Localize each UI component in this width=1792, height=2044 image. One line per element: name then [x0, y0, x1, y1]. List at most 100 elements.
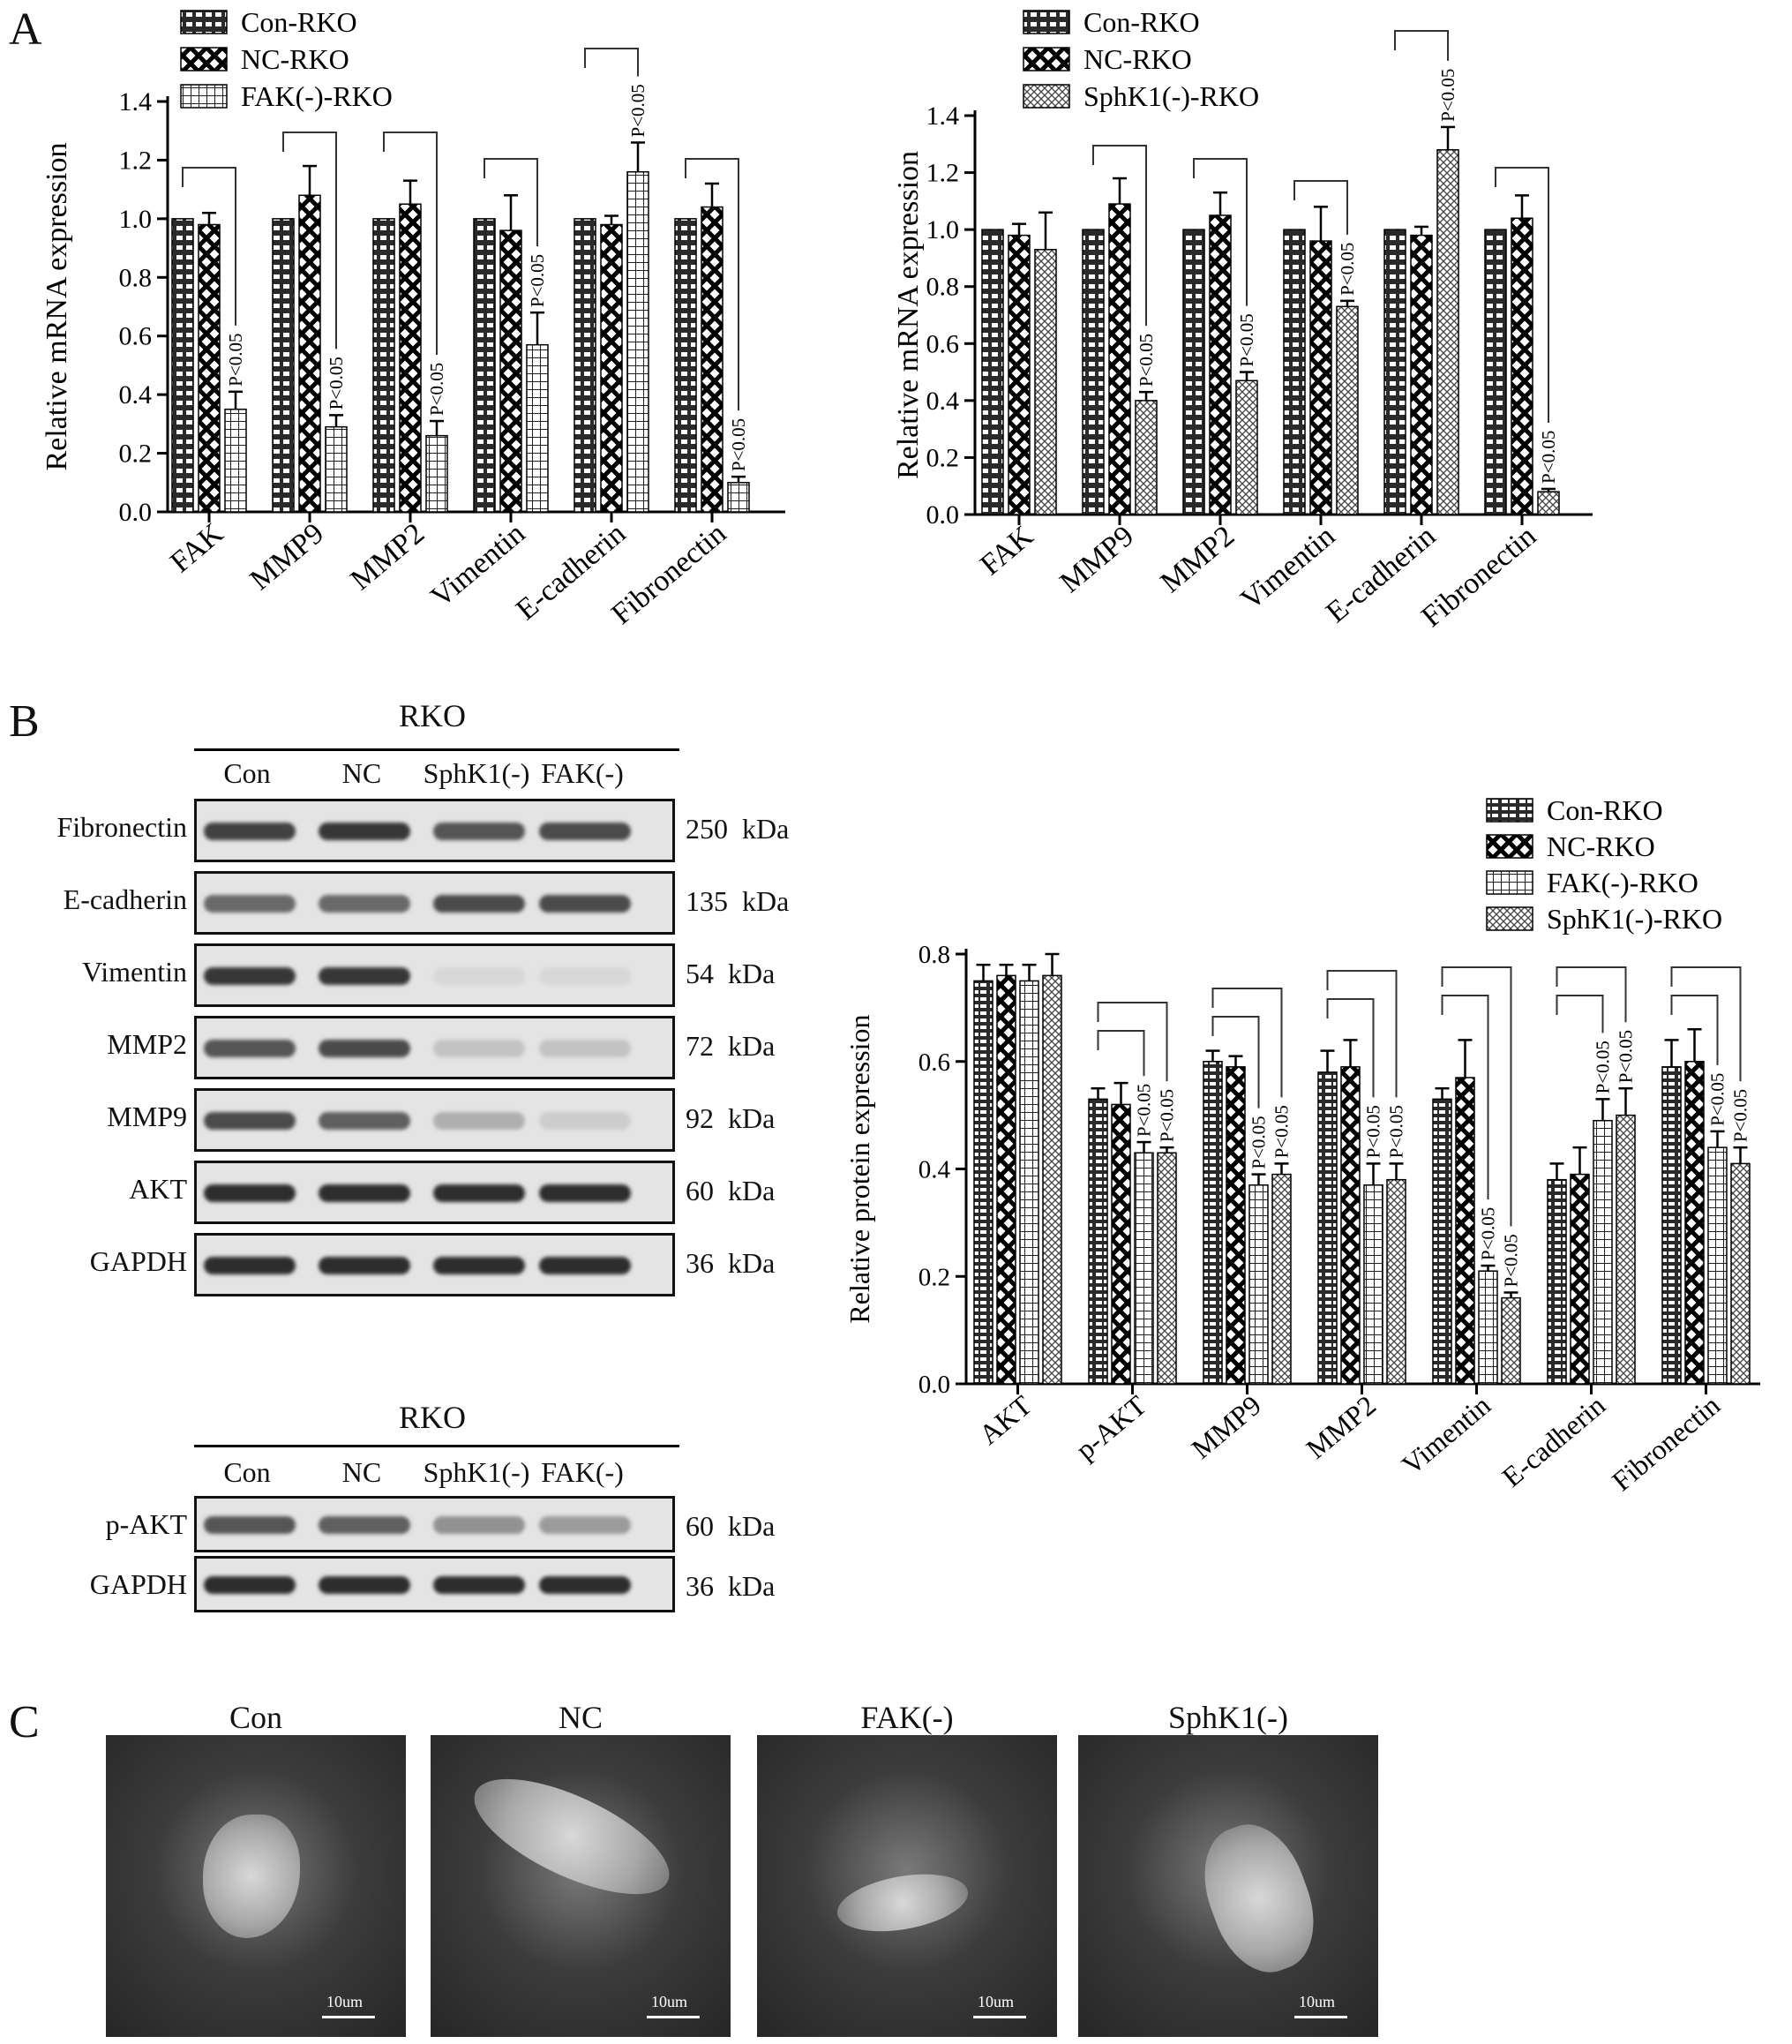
legend-label: Con-RKO	[1547, 794, 1663, 826]
x-tick-label: MMP2	[1300, 1389, 1382, 1465]
blot-band	[539, 1516, 631, 1534]
blot-strip	[194, 1496, 675, 1552]
blot-band	[319, 823, 410, 840]
bar-Con-RKO-p-AKT	[1088, 1098, 1108, 1385]
y-tick-label: 1.0	[926, 215, 960, 244]
lane-label: FAK(-)	[541, 757, 624, 789]
p-value-label: P<0.05	[1501, 1234, 1522, 1287]
significance-bracket	[1211, 1016, 1260, 1108]
blot-protein-label: GAPDH	[89, 1245, 187, 1277]
legend-swatch	[1023, 10, 1070, 34]
sem-image: 10um	[1078, 1735, 1378, 2037]
blot-strip	[194, 799, 675, 862]
significance-bracket	[1441, 995, 1489, 1200]
significance-bracket	[1097, 1002, 1168, 1082]
bar-Con-RKO-MMP9	[272, 218, 295, 513]
legend-label: Con-RKO	[1083, 6, 1200, 38]
significance-bracket	[1326, 998, 1375, 1098]
blot-strip	[194, 1233, 675, 1296]
bar-SphK1(-)-RKO-MMP2	[1235, 379, 1258, 515]
sem-cell	[459, 1755, 685, 1918]
bar-FAK(-)-RKO-E-cadherin	[1593, 1119, 1613, 1385]
bar-NC-RKO-AKT	[996, 974, 1016, 1385]
x-tick-label: MMP2	[1155, 520, 1241, 599]
x-tick-label: MMP9	[1054, 520, 1141, 599]
significance-bracket	[584, 48, 639, 77]
bar-SphK1(-)-RKO-E-cadherin	[1436, 148, 1459, 515]
blot-band	[319, 1040, 410, 1057]
scale-bar-label: 10um	[326, 1993, 364, 2010]
scale-bar-label: 10um	[651, 1993, 688, 2010]
blot-band	[539, 895, 631, 913]
lane-label: SphK1(-)	[423, 757, 530, 789]
sem-image: 10um	[757, 1735, 1057, 2037]
y-tick-label: 0.2	[918, 1263, 950, 1291]
bar-NC-RKO-E-cadherin	[600, 223, 623, 513]
y-tick-label: 0.6	[119, 322, 153, 351]
blot-band	[539, 1112, 631, 1130]
bar-SphK1(-)-RKO-E-cadherin	[1616, 1114, 1636, 1385]
sem-cell	[1188, 1811, 1331, 1986]
y-tick-label: 1.2	[926, 159, 960, 188]
p-value-label: P<0.05	[1616, 1030, 1637, 1083]
bar-NC-RKO-Vimentin	[1455, 1077, 1475, 1385]
bar-NC-RKO-FAK	[1008, 234, 1031, 515]
significance-bracket	[1326, 970, 1398, 1098]
significance-bracket	[685, 158, 739, 411]
p-value-label: P<0.05	[1478, 1207, 1499, 1260]
bar-SphK1(-)-RKO-FAK	[1034, 248, 1057, 515]
blot-band	[539, 1257, 631, 1274]
blot-size-label: 92 kDa	[686, 1102, 776, 1134]
blot-size-label: 250 kDa	[686, 813, 790, 845]
significance-bracket	[1556, 966, 1627, 1023]
blot-band	[204, 1257, 296, 1274]
blot-band	[204, 1516, 296, 1534]
blot-strip	[194, 1088, 675, 1152]
sem-title: FAK(-)	[860, 1700, 954, 1735]
p-value-label: P<0.05	[1337, 243, 1358, 296]
scale-bar	[1294, 2016, 1347, 2018]
blot-protein-label: E-cadherin	[63, 883, 187, 915]
legend-label: SphK1(-)-RKO	[1083, 80, 1259, 112]
blot-band	[204, 967, 296, 985]
bar-Con-RKO-MMP9	[1203, 1061, 1223, 1385]
blot-title-rule	[194, 748, 679, 751]
lane-label: NC	[341, 757, 382, 789]
significance-bracket	[383, 132, 438, 356]
sem-title: NC	[558, 1700, 603, 1735]
y-tick-label: 0.8	[918, 941, 950, 969]
x-tick-label: AKT	[972, 1388, 1038, 1450]
legend-swatch	[1486, 834, 1533, 859]
bar-NC-RKO-MMP2	[1340, 1066, 1361, 1385]
bar-NC-RKO-MMP2	[399, 203, 422, 513]
x-tick-label: Fibronectin	[1606, 1389, 1726, 1497]
p-value-label: P<0.05	[1593, 1041, 1614, 1093]
bar-FAK(-)-RKO-Vimentin	[526, 343, 549, 513]
bar-FAK(-)-RKO-Fibronectin	[1707, 1146, 1728, 1385]
significance-bracket	[1441, 966, 1512, 1227]
p-value-label: P<0.05	[1437, 69, 1458, 122]
blot-size-label: 36 kDa	[686, 1570, 776, 1602]
p-value-label: P<0.05	[1236, 313, 1257, 366]
blot-protein-label: AKT	[129, 1173, 187, 1205]
blot-band	[433, 1112, 525, 1130]
bar-FAK(-)-RKO-MMP2	[425, 434, 448, 513]
legend-swatch	[1486, 870, 1533, 895]
bar-SphK1(-)-RKO-Vimentin	[1336, 305, 1359, 515]
bar-Con-RKO-Vimentin	[1283, 229, 1306, 515]
blot-band	[433, 1040, 525, 1057]
p-value-label: P<0.05	[1136, 334, 1157, 387]
legend-swatch	[180, 47, 228, 71]
bar-SphK1(-)-RKO-Vimentin	[1501, 1296, 1521, 1385]
bar-NC-RKO-FAK	[198, 223, 221, 513]
bar-Con-RKO-MMP9	[1082, 229, 1105, 515]
bar-SphK1(-)-RKO-MMP9	[1135, 400, 1158, 515]
blot-strip	[194, 1556, 675, 1612]
bar-FAK(-)-RKO-p-AKT	[1134, 1152, 1154, 1385]
x-tick-label: p-AKT	[1069, 1388, 1152, 1465]
significance-bracket	[1495, 167, 1549, 423]
significance-bracket	[484, 158, 538, 247]
lane-label: Con	[223, 757, 271, 789]
legend-swatch	[1023, 47, 1070, 71]
bar-Con-RKO-E-cadherin	[1547, 1178, 1567, 1385]
